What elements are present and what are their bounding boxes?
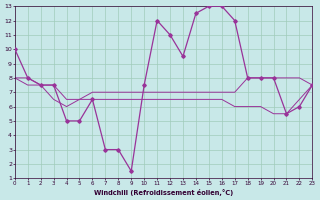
X-axis label: Windchill (Refroidissement éolien,°C): Windchill (Refroidissement éolien,°C) [94, 189, 233, 196]
